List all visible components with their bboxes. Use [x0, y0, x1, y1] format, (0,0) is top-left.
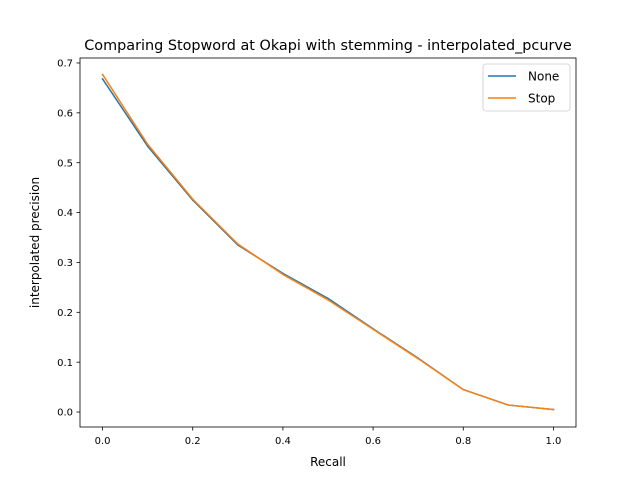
x-tick-label: 0.0: [95, 436, 111, 447]
y-tick-label: 0.7: [57, 59, 73, 70]
y-tick-label: 0.3: [57, 258, 73, 269]
data-point-stop: [237, 243, 239, 245]
y-tick-label: 0.4: [57, 208, 73, 219]
data-point-stop: [552, 408, 555, 411]
x-tick-label: 0.2: [185, 436, 201, 447]
x-axis-label: Recall: [310, 455, 346, 469]
x-axis: 0.0 0.2 0.4 0.6 0.8 1.0: [95, 427, 562, 447]
y-axis: 0.0 0.1 0.2 0.3 0.4 0.5 0.6 0.7: [57, 59, 80, 419]
data-point-none: [101, 78, 104, 80]
y-tick-label: 0.2: [57, 308, 73, 319]
x-tick-label: 0.6: [365, 436, 381, 447]
data-point-stop: [146, 143, 149, 146]
y-tick-label: 0.0: [57, 408, 73, 419]
plot-frame: [79, 57, 577, 428]
legend: None Stop: [482, 63, 571, 112]
x-tick-label: 0.4: [275, 436, 291, 447]
chart-title: Comparing Stopword at Okapi with stemmin…: [84, 38, 572, 54]
data-point-stop: [101, 73, 104, 76]
data-point-stop: [282, 273, 284, 276]
legend-label-stop: Stop: [528, 91, 555, 105]
y-tick-label: 0.1: [57, 358, 73, 369]
x-tick-label: 1.0: [546, 436, 562, 447]
y-tick-label: 0.6: [57, 108, 73, 119]
data-point-stop: [507, 404, 510, 406]
data-point-stop: [462, 388, 465, 391]
y-axis-label: interpolated precision: [28, 177, 42, 308]
data-point-stop: [191, 198, 194, 200]
data-point-stop: [417, 357, 419, 360]
data-point-stop: [372, 328, 374, 331]
x-tick-label: 0.8: [455, 436, 471, 447]
y-tick-label: 0.5: [57, 158, 73, 169]
series-layer: [101, 73, 555, 411]
data-point-stop: [327, 299, 329, 301]
legend-label-none: None: [528, 69, 559, 83]
data-point-none: [327, 297, 329, 300]
